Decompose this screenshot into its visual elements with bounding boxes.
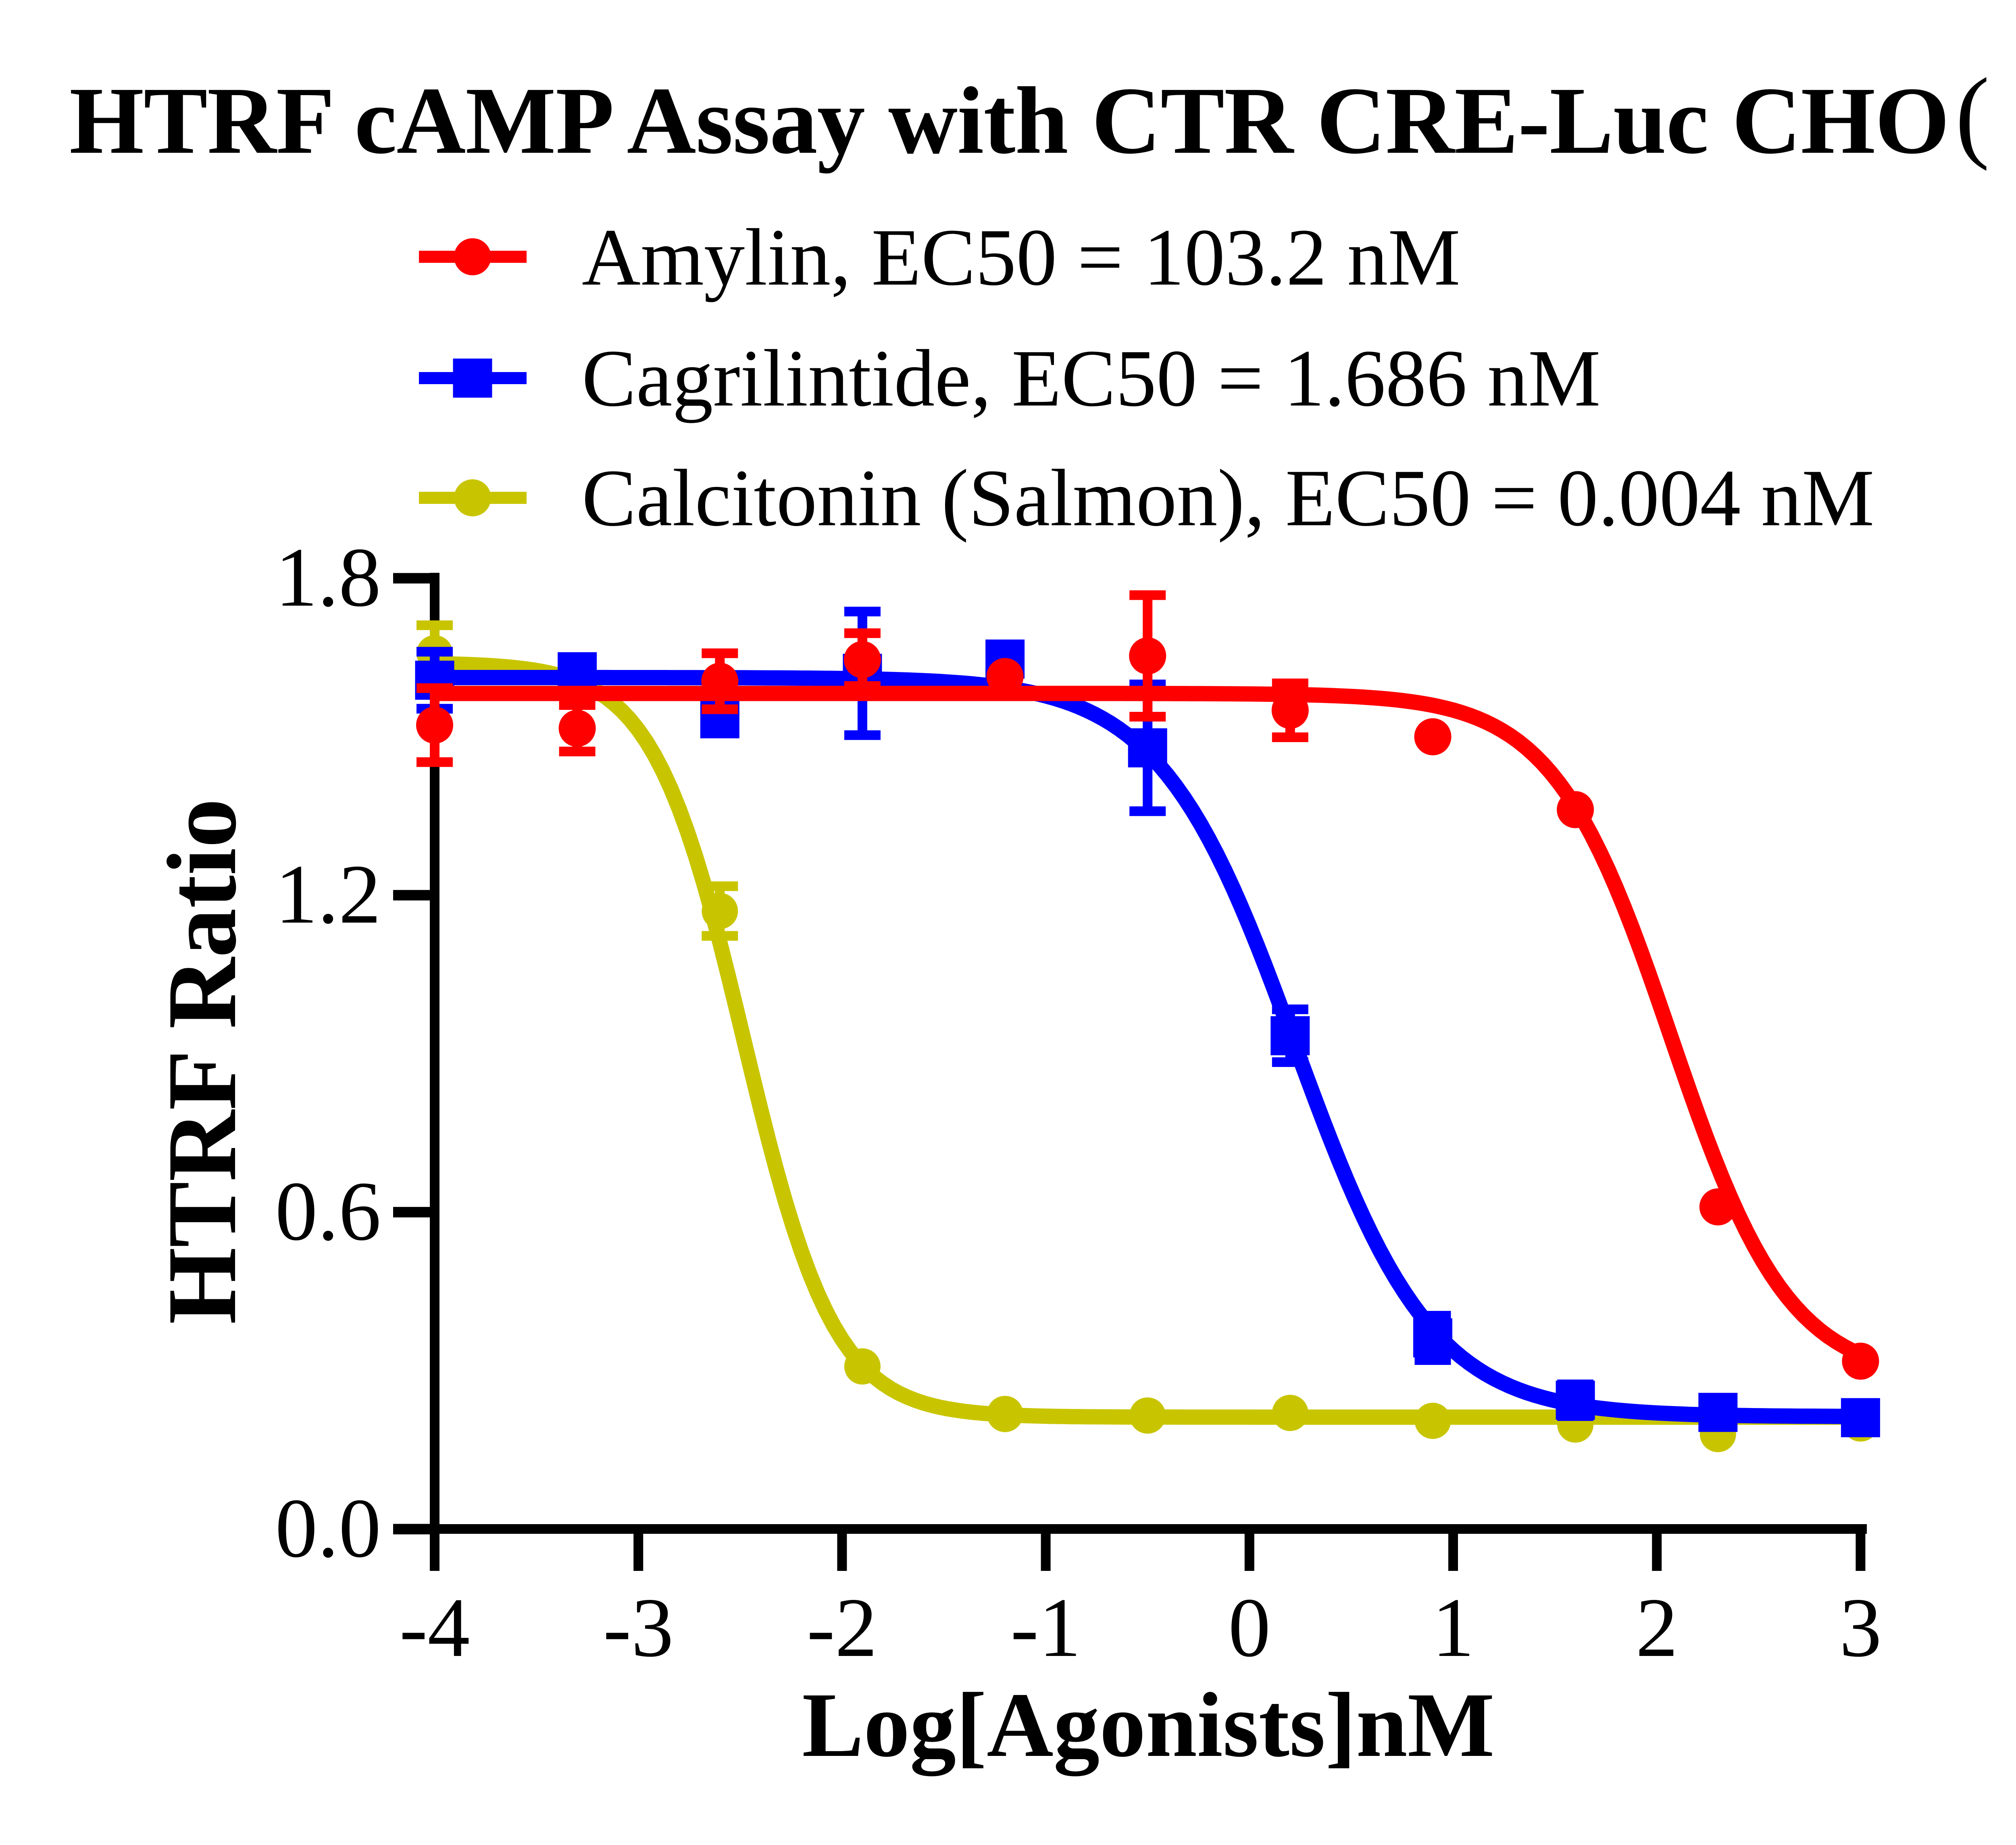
svg-text:3: 3: [1839, 1581, 1882, 1674]
svg-text:1: 1: [1432, 1581, 1475, 1674]
svg-text:Cagrilintide, EC50 = 1.686 nM: Cagrilintide, EC50 = 1.686 nM: [582, 333, 1601, 423]
svg-text:0: 0: [1228, 1581, 1270, 1674]
svg-text:1.8: 1.8: [275, 531, 381, 624]
svg-text:0.0: 0.0: [275, 1481, 381, 1575]
svg-text:-3: -3: [603, 1581, 674, 1674]
svg-text:0.6: 0.6: [275, 1165, 381, 1258]
svg-text:-2: -2: [807, 1581, 877, 1674]
svg-text:HTRF Ratio: HTRF Ratio: [147, 799, 256, 1324]
svg-text:HTRF cAMP Assay with CTR CRE-L: HTRF cAMP Assay with CTR CRE-Luc CHO(C1): [69, 57, 2016, 174]
svg-text:-4: -4: [400, 1581, 470, 1674]
svg-text:-1: -1: [1010, 1581, 1081, 1674]
svg-text:Amylin, EC50 = 103.2 nM: Amylin, EC50 = 103.2 nM: [582, 212, 1460, 302]
svg-text:1.2: 1.2: [275, 848, 381, 941]
svg-text:Log[Agonists]nM: Log[Agonists]nM: [802, 1674, 1495, 1776]
svg-text:2: 2: [1636, 1581, 1678, 1674]
svg-text:Calcitonin (Salmon), EC50 = 0.: Calcitonin (Salmon), EC50 = 0.004 nM: [582, 453, 1874, 543]
